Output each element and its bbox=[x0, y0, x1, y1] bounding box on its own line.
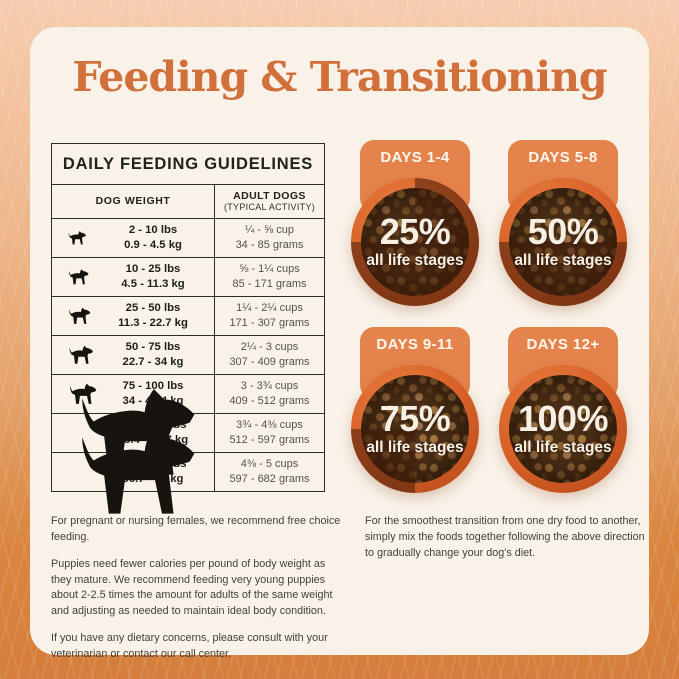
transition-step-days-5-8: DAYS 5-8 50% all life stages bbox=[499, 140, 627, 308]
food-bowl: 50% all life stages bbox=[499, 178, 627, 306]
cups-range: 2¼ - 3 cups bbox=[240, 341, 299, 354]
weight-kg: 0.9 - 4.5 kg bbox=[124, 239, 182, 251]
transition-note: For the smoothest transition from one dr… bbox=[365, 514, 649, 573]
days-label: DAYS 5-8 bbox=[528, 149, 598, 166]
cups-range: ¼ - ⅝ cup bbox=[245, 224, 294, 237]
days-label: DAYS 9-11 bbox=[376, 336, 454, 353]
grams-range: 171 - 307 grams bbox=[229, 317, 310, 329]
dog-silhouette-icon bbox=[82, 428, 195, 514]
table-row: 125 - 150 lbs56.7 - 68 kg 4⅜ - 5 cups597… bbox=[52, 428, 324, 514]
cups-range: ⅝ - 1¼ cups bbox=[239, 263, 300, 276]
weight-kg: 22.7 - 34 kg bbox=[122, 356, 184, 368]
note-pregnant-nursing: For pregnant or nursing females, we reco… bbox=[51, 515, 341, 543]
weight-lbs: 2 - 10 lbs bbox=[128, 224, 178, 237]
dog-silhouette-icon bbox=[68, 269, 89, 285]
grams-range: 597 - 682 grams bbox=[229, 473, 310, 485]
table-row: 25 - 50 lbs 11.3 - 22.7 kg 1¼ - 2¼ cups 17… bbox=[52, 297, 324, 336]
weight-lbs: 75 - 100 lbs bbox=[122, 380, 184, 393]
table-row: 2 - 10 lbs 0.9 - 4.5 kg ¼ - ⅝ cup 34 - 85 … bbox=[52, 219, 324, 258]
feeding-guidelines-table: DAILY FEEDING GUIDELINES DOG WEIGHT ADUL… bbox=[51, 143, 325, 514]
page-title: Feeding & Transitioning bbox=[72, 53, 607, 101]
life-stages-label: all life stages bbox=[366, 252, 464, 269]
mix-ratio-shade bbox=[351, 178, 479, 306]
weight-kg: 4.5 - 11.3 kg bbox=[121, 278, 185, 290]
note-dietary-concerns: If you have any dietary concerns, please… bbox=[51, 632, 328, 661]
transition-step-days-9-11: DAYS 9-11 75% all life stages bbox=[351, 327, 479, 495]
info-card: Feeding & Transitioning DAILY FEEDING GU… bbox=[30, 27, 649, 660]
table-row: 75 - 100 lbs34 - 45.4 kg 3 - 3¾ cups409 … bbox=[52, 375, 324, 414]
grams-range: 85 - 171 grams bbox=[232, 278, 307, 290]
grams-range: 409 - 512 grams bbox=[229, 395, 310, 407]
weight-lbs: 50 - 75 lbs bbox=[125, 341, 181, 354]
mix-ratio-shade bbox=[499, 365, 627, 493]
column-header-dog-weight: DOG WEIGHT bbox=[52, 185, 215, 218]
percent-label: 100% bbox=[517, 398, 609, 439]
life-stages-label: all life stages bbox=[366, 439, 464, 456]
days-label: DAYS 1-4 bbox=[380, 149, 450, 166]
cups-range: 4⅜ - 5 cups bbox=[240, 458, 299, 471]
grams-range: 512 - 597 grams bbox=[229, 434, 310, 446]
transition-step-days-12plus: DAYS 12+ 100% all life stages bbox=[499, 327, 627, 495]
table-header-row: DOG WEIGHT ADULT DOGS (TYPICAL ACTIVITY) bbox=[52, 185, 324, 219]
weight-lbs: 10 - 25 lbs bbox=[125, 263, 181, 276]
percent-label: 25% bbox=[379, 211, 451, 252]
mix-ratio-shade bbox=[499, 178, 627, 306]
transition-step-days-1-4: DAYS 1-4 25% all life stages bbox=[351, 140, 479, 308]
days-label: DAYS 12+ bbox=[526, 336, 600, 353]
cups-range: 3¾ - 4⅜ cups bbox=[236, 419, 303, 432]
table-row: 10 - 25 lbs 4.5 - 11.3 kg ⅝ - 1¼ cups 85 -… bbox=[52, 258, 324, 297]
grams-range: 307 - 409 grams bbox=[229, 356, 310, 368]
percent-label: 75% bbox=[379, 398, 451, 439]
weight-lbs: 25 - 50 lbs bbox=[125, 302, 181, 315]
mix-ratio-shade bbox=[351, 365, 479, 493]
column-header-adult-dogs: ADULT DOGS (TYPICAL ACTIVITY) bbox=[223, 190, 316, 213]
food-bowl: 75% all life stages bbox=[351, 365, 479, 493]
food-bowl: 25% all life stages bbox=[351, 178, 479, 306]
dog-silhouette-icon bbox=[69, 307, 91, 324]
food-bowl: 100% all life stages bbox=[499, 365, 627, 493]
table-row: 50 - 75 lbs 22.7 - 34 kg 2¼ - 3 cups 307 -… bbox=[52, 336, 324, 375]
grams-range: 34 - 85 grams bbox=[235, 239, 304, 251]
dog-silhouette-icon bbox=[68, 231, 86, 245]
note-smooth-transition: For the smoothest transition from one dr… bbox=[365, 515, 645, 559]
table-title: DAILY FEEDING GUIDELINES bbox=[52, 144, 324, 185]
cups-range: 3 - 3¾ cups bbox=[240, 380, 299, 393]
note-puppies: Puppies need fewer calories per pound of… bbox=[51, 557, 333, 618]
feeding-notes: For pregnant or nursing females, we reco… bbox=[51, 514, 347, 674]
percent-label: 50% bbox=[527, 211, 599, 252]
dog-silhouette-icon bbox=[69, 345, 93, 364]
life-stages-label: all life stages bbox=[514, 439, 612, 456]
weight-kg: 11.3 - 22.7 kg bbox=[118, 317, 188, 329]
life-stages-label: all life stages bbox=[514, 252, 612, 269]
cups-range: 1¼ - 2¼ cups bbox=[236, 302, 303, 315]
